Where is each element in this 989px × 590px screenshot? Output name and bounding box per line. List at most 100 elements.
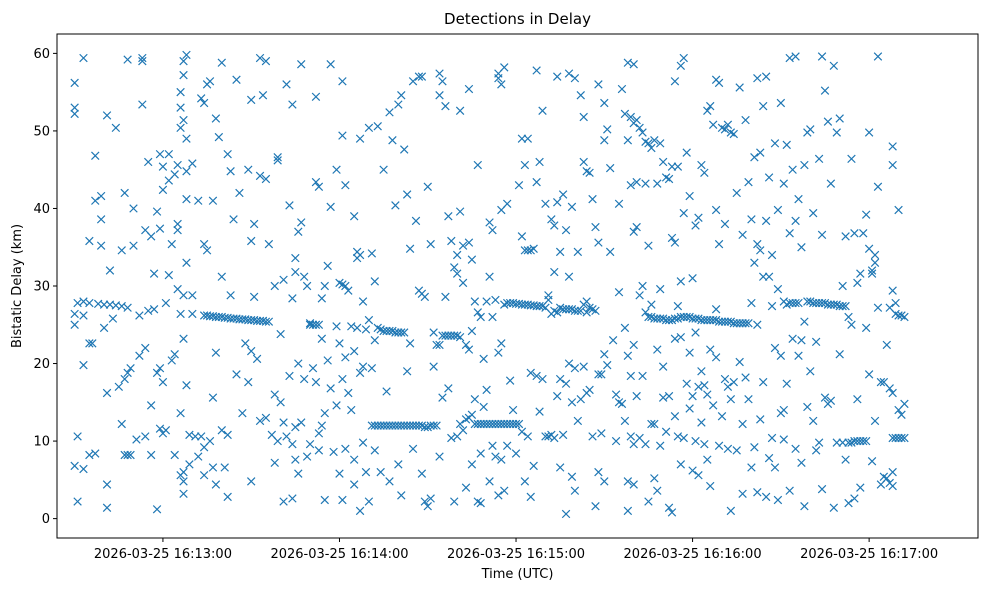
data-point [264, 239, 274, 249]
data-point [605, 163, 615, 173]
data-point [149, 269, 159, 278]
data-point [708, 120, 718, 129]
data-point [323, 356, 332, 365]
data-point [355, 368, 365, 378]
data-point [158, 377, 168, 387]
data-point [711, 353, 721, 362]
data-point [458, 241, 468, 250]
data-point [691, 328, 700, 337]
data-point [820, 393, 830, 402]
data-point [182, 134, 191, 143]
data-point [96, 191, 106, 201]
data-point [558, 430, 568, 440]
data-point [349, 455, 359, 464]
data-point [429, 328, 438, 337]
data-point [726, 394, 736, 404]
data-point [473, 308, 483, 317]
data-point [391, 201, 400, 210]
data-point [464, 238, 474, 247]
data-point [641, 179, 650, 188]
data-point [408, 77, 418, 86]
data-point [856, 269, 865, 278]
data-point [294, 359, 303, 368]
data-point [355, 134, 365, 143]
data-point [685, 404, 694, 413]
data-point [188, 291, 197, 300]
data-point [594, 238, 603, 247]
data-point [517, 427, 527, 436]
data-point [285, 201, 294, 210]
data-point [655, 284, 665, 294]
data-point [182, 381, 191, 390]
data-point [105, 266, 115, 275]
data-point [594, 467, 603, 477]
data-point [176, 87, 185, 97]
y-tick-label: 0 [42, 512, 50, 527]
data-point [564, 69, 574, 78]
data-point [617, 84, 627, 94]
data-point [788, 334, 797, 343]
data-point [582, 308, 591, 317]
data-point [261, 56, 271, 66]
data-point [73, 432, 82, 441]
data-point [670, 238, 680, 247]
data-point [806, 125, 815, 134]
data-point [455, 419, 465, 429]
data-point [897, 410, 906, 419]
data-point [614, 287, 624, 297]
data-point [779, 435, 789, 444]
data-point [841, 455, 850, 464]
data-point [291, 267, 300, 277]
data-point [614, 199, 624, 209]
data-point [573, 416, 583, 426]
data-point [382, 387, 391, 396]
data-point [791, 298, 800, 308]
data-point [170, 350, 179, 359]
data-point [223, 430, 232, 440]
data-point [79, 464, 88, 474]
data-point [311, 92, 321, 102]
data-point [706, 101, 715, 111]
y-axis-label: Bistatic Delay (km) [10, 224, 25, 348]
data-point [708, 401, 718, 410]
data-point [341, 353, 350, 362]
data-point [682, 379, 691, 388]
data-point [688, 391, 697, 401]
data-point [176, 309, 185, 319]
data-point [255, 171, 265, 181]
data-point [476, 498, 485, 508]
data-point [261, 413, 271, 423]
data-point [485, 477, 494, 486]
data-point [679, 53, 688, 63]
data-point [888, 467, 897, 477]
data-point [617, 399, 627, 409]
data-point [782, 140, 791, 150]
data-point [723, 444, 733, 454]
data-point [211, 480, 221, 489]
data-point [276, 329, 285, 339]
data-point [776, 351, 786, 361]
data-point [797, 243, 806, 252]
data-point [859, 229, 868, 238]
data-point [838, 301, 847, 311]
data-point [861, 436, 871, 446]
data-point [273, 153, 282, 162]
data-point [355, 506, 365, 516]
data-point [423, 182, 432, 191]
data-point [647, 300, 656, 309]
data-point [764, 453, 774, 463]
data-point [464, 84, 474, 94]
data-point [529, 461, 538, 471]
data-point [758, 377, 768, 387]
data-point [741, 318, 750, 328]
data-point [288, 294, 297, 303]
data-point [691, 221, 700, 230]
data-point [582, 297, 591, 306]
data-point [861, 323, 871, 333]
y-tick-label: 60 [33, 47, 50, 62]
data-point [664, 174, 674, 184]
data-point [91, 196, 100, 205]
data-point [347, 405, 356, 415]
data-point [314, 429, 324, 438]
data-point [491, 452, 500, 461]
